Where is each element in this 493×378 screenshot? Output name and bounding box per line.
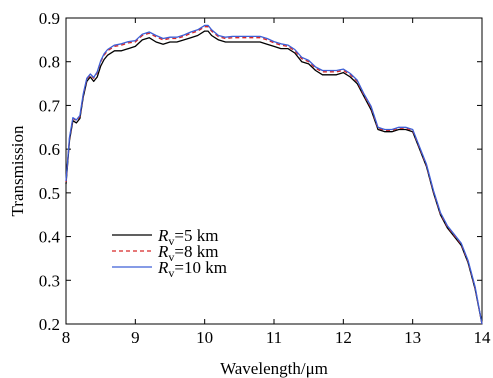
legend-label-sub: v bbox=[168, 234, 174, 248]
legend-label-sub: v bbox=[168, 250, 174, 264]
legend-label-main: R bbox=[157, 242, 169, 261]
plot-frame bbox=[65, 17, 483, 325]
y-tick-label: 0.9 bbox=[39, 9, 60, 28]
legend-label-rest: =10 km bbox=[174, 258, 227, 277]
x-tick-label: 12 bbox=[335, 328, 352, 347]
x-tick-label: 10 bbox=[196, 328, 213, 347]
series-group bbox=[65, 24, 483, 325]
x-tick-label: 9 bbox=[131, 328, 140, 347]
y-axis-label: Transmission bbox=[8, 125, 27, 217]
legend-label-sub: v bbox=[168, 266, 174, 280]
legend-label-2: Rv=8 km bbox=[157, 242, 218, 264]
legend-label-main: R bbox=[157, 258, 169, 277]
y-tick-label: 0.6 bbox=[39, 140, 60, 159]
series-line-2 bbox=[65, 26, 483, 325]
x-tick-label: 11 bbox=[266, 328, 282, 347]
series-line-1 bbox=[65, 30, 483, 325]
y-tick-label: 0.3 bbox=[39, 271, 60, 290]
x-tick-label: 13 bbox=[404, 328, 421, 347]
x-tick-label: 8 bbox=[62, 328, 71, 347]
y-tick-label: 0.8 bbox=[39, 53, 60, 72]
y-tick-label: 0.5 bbox=[39, 184, 60, 203]
y-tick-label: 0.4 bbox=[39, 228, 61, 247]
y-tick-label: 0.7 bbox=[39, 96, 61, 115]
legend-label-1: Rv=5 km bbox=[157, 226, 218, 248]
y-tick-label: 0.2 bbox=[39, 315, 60, 334]
ticks-group: 8 9 10 11 12 13 14 0.2 0.3 0.4 0.5 0.6 0.7 0.8 0.9 bbox=[39, 9, 491, 347]
x-axis-label: Wavelength/μm bbox=[220, 359, 328, 378]
legend-label-rest: =8 km bbox=[174, 242, 218, 261]
legend-label-rest: =5 km bbox=[174, 226, 218, 245]
series-line-3 bbox=[65, 24, 483, 325]
legend-label-main: R bbox=[157, 226, 169, 245]
legend-label-3: Rv=10 km bbox=[157, 258, 227, 280]
x-tick-label: 14 bbox=[474, 328, 492, 347]
